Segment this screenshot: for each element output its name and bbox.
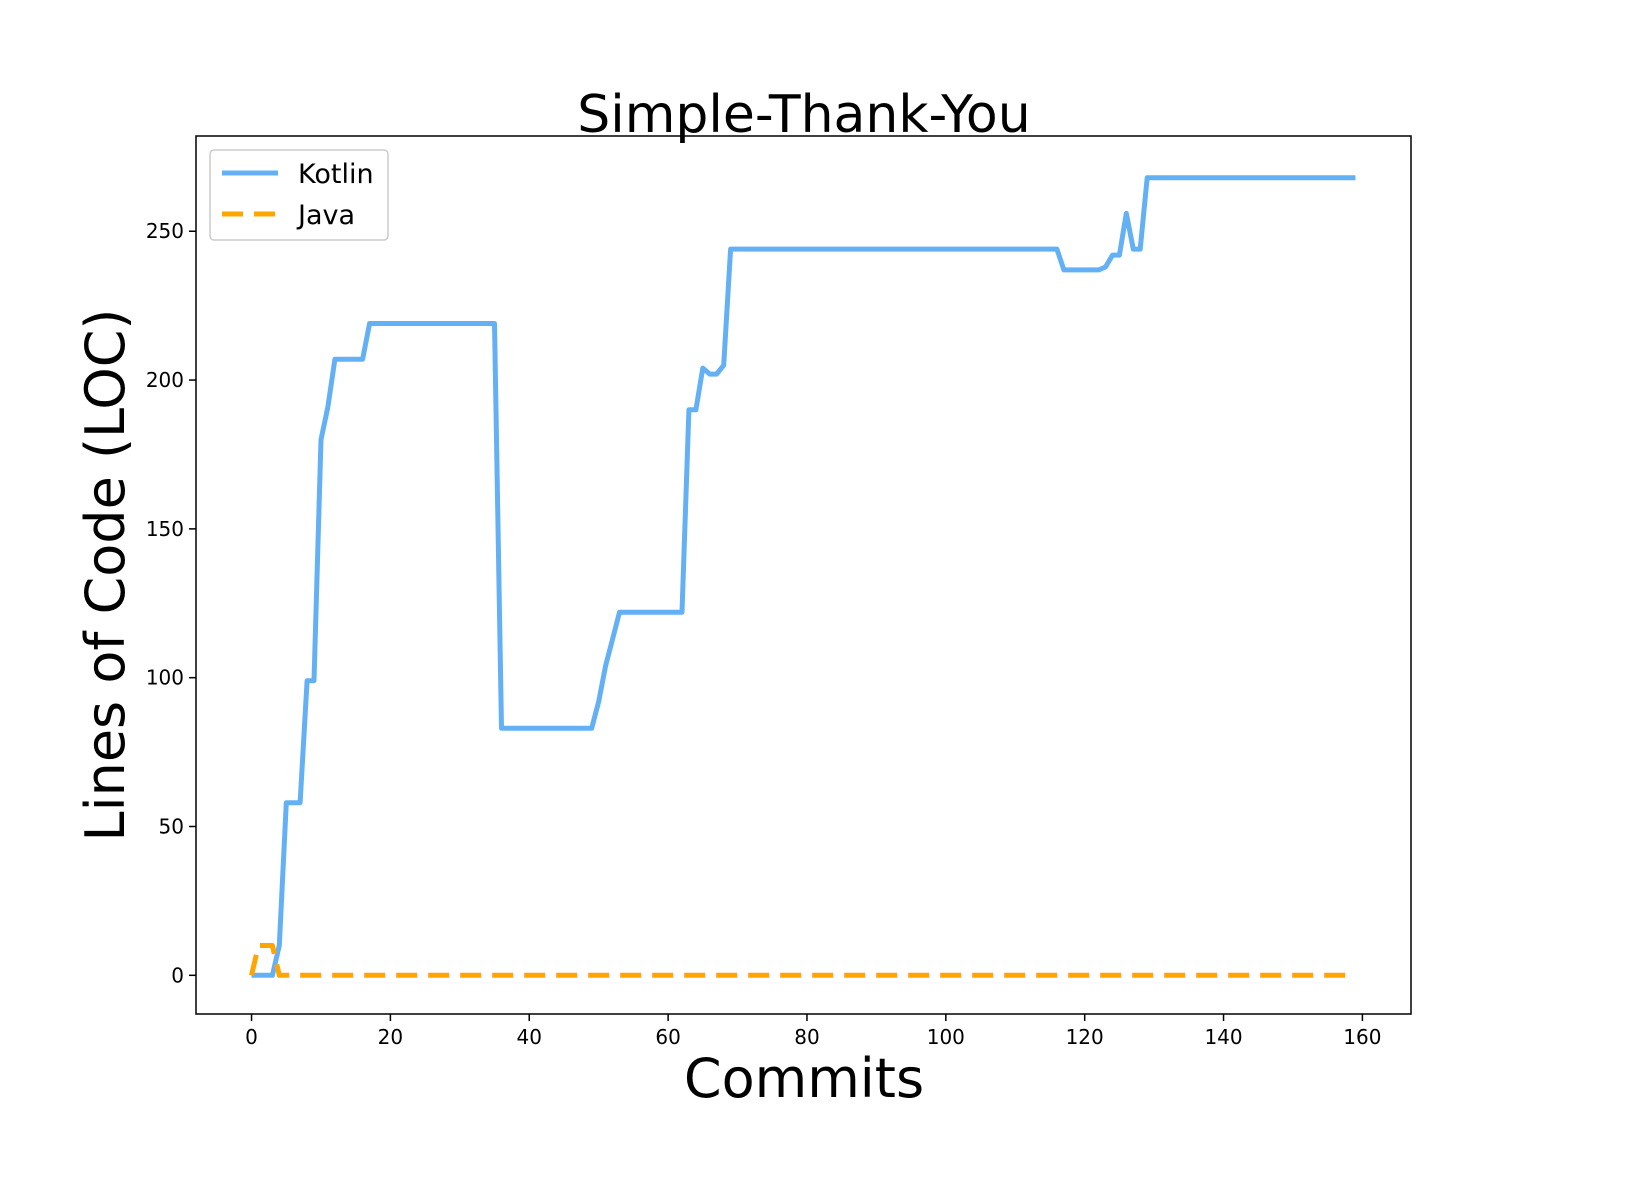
y-axis-label: Lines of Code (LOC) bbox=[74, 309, 137, 842]
legend: Kotlin Java bbox=[209, 149, 389, 241]
y-axis: 0 50 100 150 200 250 bbox=[146, 219, 196, 987]
series-line-kotlin bbox=[251, 175, 1356, 978]
y-tick-label: 200 bbox=[146, 368, 184, 392]
x-axis: 0 20 40 60 80 100 120 140 160 bbox=[245, 1014, 1381, 1049]
x-tick-label: 160 bbox=[1343, 1025, 1381, 1049]
x-tick-label: 120 bbox=[1066, 1025, 1104, 1049]
y-tick-label: 50 bbox=[159, 814, 184, 838]
y-tick-label: 0 bbox=[171, 963, 184, 987]
x-tick-label: 20 bbox=[378, 1025, 403, 1049]
plot-frame bbox=[195, 135, 1412, 1015]
legend-label-kotlin: Kotlin bbox=[298, 159, 374, 190]
x-tick-label: 0 bbox=[245, 1025, 258, 1049]
series-line-java bbox=[249, 943, 1356, 978]
y-tick-label: 150 bbox=[146, 517, 184, 541]
x-tick-label: 140 bbox=[1204, 1025, 1242, 1049]
x-tick-label: 100 bbox=[927, 1025, 965, 1049]
y-tick-label: 250 bbox=[146, 219, 184, 243]
chart-title: Simple-Thank-You bbox=[577, 85, 1030, 145]
x-tick-label: 60 bbox=[655, 1025, 680, 1049]
x-axis-label: Commits bbox=[684, 1047, 924, 1110]
legend-label-java: Java bbox=[296, 200, 355, 231]
plot-area bbox=[249, 175, 1356, 978]
x-tick-label: 80 bbox=[794, 1025, 819, 1049]
x-tick-label: 40 bbox=[517, 1025, 542, 1049]
y-tick-label: 100 bbox=[146, 666, 184, 690]
